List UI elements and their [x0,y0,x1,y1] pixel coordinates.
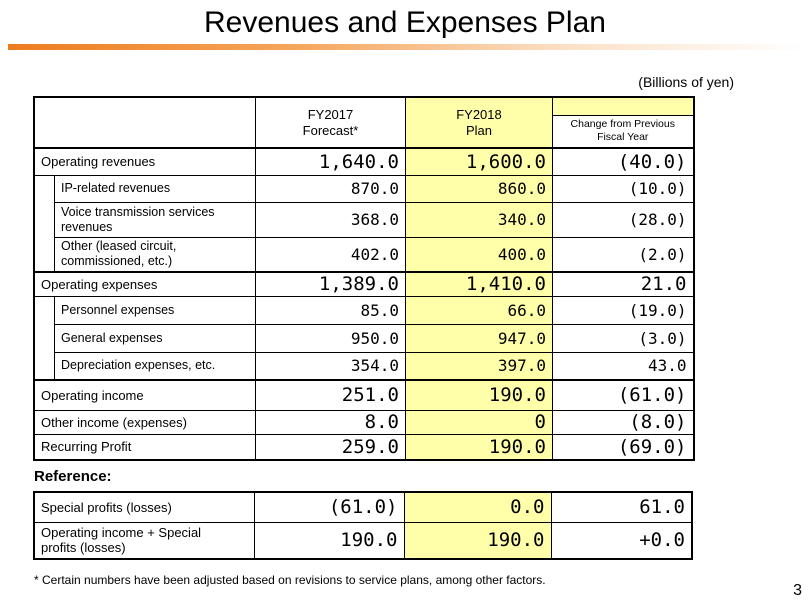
header-change: Change from Previous Fiscal Year [552,114,694,149]
value-fy2017: 870.0 [255,174,406,203]
row-label: Operating income + Special profits (loss… [33,521,255,560]
table-row: Depreciation expenses, etc. 354.0 397.0 … [33,351,694,381]
table-row: Voice transmission services revenues 368… [33,201,694,238]
table-row: Operating income + Special profits (loss… [33,521,693,560]
table-row: Operating expenses 1,389.0 1,410.0 21.0 [33,271,694,297]
value-fy2018: 340.0 [405,201,553,238]
revenues-expenses-table: FY2017 Forecast* FY2018 Plan Change from… [33,96,695,461]
value-fy2018: 860.0 [405,174,553,203]
row-label: Voice transmission services revenues [54,201,256,238]
value-change: (2.0) [552,236,694,273]
value-fy2018: 947.0 [405,323,553,353]
value-fy2018: 190.0 [405,379,553,411]
value-fy2017: 950.0 [255,323,406,353]
row-label: Depreciation expenses, etc. [54,351,256,381]
value-fy2017: 354.0 [255,351,406,381]
table-row: Operating income 251.0 190.0 (61.0) [33,379,694,411]
header-fy2018: FY2018 Plan [405,96,553,149]
table-row: Personnel expenses 85.0 66.0 (19.0) [33,295,694,325]
row-label: Operating revenues [33,147,256,176]
value-fy2018: 397.0 [405,351,553,381]
reference-heading: Reference: [34,468,112,485]
value-fy2017: 251.0 [255,379,406,411]
value-change: (28.0) [552,201,694,238]
table-row: Recurring Profit 259.0 190.0 (69.0) [33,433,694,461]
value-fy2017: (61.0) [253,491,405,523]
table-row: General expenses 950.0 947.0 (3.0) [33,323,694,353]
table-row: Other (leased circuit, commissioned, etc… [33,236,694,273]
row-label: Other (leased circuit, commissioned, etc… [54,236,256,273]
value-fy2017: 1,640.0 [255,147,406,176]
value-change: (61.0) [552,379,694,411]
table-row: IP-related revenues 870.0 860.0 (10.0) [33,174,694,203]
row-label: Personnel expenses [54,295,256,325]
indent-cell [33,175,55,202]
indent-cell [33,237,55,272]
row-label: Recurring Profit [33,433,256,461]
table-row: Special profits (losses) (61.0) 0.0 61.0 [33,491,693,523]
indent-cell [33,324,55,352]
indent-cell [33,202,55,237]
footnote: * Certain numbers have been adjusted bas… [34,573,546,587]
title-underline-bar [8,44,806,50]
page-number: 3 [793,582,802,599]
value-change: (40.0) [552,147,694,176]
value-fy2017: 368.0 [255,201,406,238]
value-fy2017: 1,389.0 [255,271,406,297]
value-change: +0.0 [550,521,693,560]
value-change: (8.0) [552,409,694,435]
value-fy2018: 66.0 [405,295,553,325]
value-fy2018: 400.0 [405,236,553,273]
header-fy2017: FY2017 Forecast* [255,96,406,149]
reference-table: Special profits (losses) (61.0) 0.0 61.0… [33,491,693,560]
value-change: (19.0) [552,295,694,325]
row-label: Special profits (losses) [33,491,255,523]
units-label: (Billions of yen) [638,74,734,90]
row-label: IP-related revenues [54,174,256,203]
value-fy2017: 402.0 [255,236,406,273]
header-empty-cell [33,96,256,149]
value-change: (10.0) [552,174,694,203]
indent-cell [33,296,55,324]
page-title: Revenues and Expenses Plan [204,6,606,39]
row-label: Other income (expenses) [33,409,256,435]
header-highlight-strip [552,96,694,116]
value-fy2018: 190.0 [403,521,552,560]
value-fy2017: 8.0 [255,409,406,435]
value-change: (69.0) [552,433,694,461]
table-row: Other income (expenses) 8.0 0 (8.0) [33,409,694,435]
row-label: Operating expenses [33,271,256,297]
row-label: General expenses [54,323,256,353]
value-fy2018: 1,600.0 [405,147,553,176]
value-fy2017: 85.0 [255,295,406,325]
header-row: FY2017 Forecast* FY2018 Plan [33,96,694,149]
value-change: 21.0 [552,271,694,297]
value-fy2017: 259.0 [255,433,406,461]
row-label: Operating income [33,379,256,411]
value-change: 43.0 [552,351,694,381]
value-fy2018: 190.0 [405,433,553,461]
value-change: (3.0) [552,323,694,353]
indent-cell [33,352,55,380]
value-fy2018: 0.0 [403,491,552,523]
value-change: 61.0 [550,491,693,523]
value-fy2018: 1,410.0 [405,271,553,297]
table-row: Operating revenues 1,640.0 1,600.0 (40.0… [33,147,694,176]
value-fy2017: 190.0 [253,521,405,560]
value-fy2018: 0 [405,409,553,435]
